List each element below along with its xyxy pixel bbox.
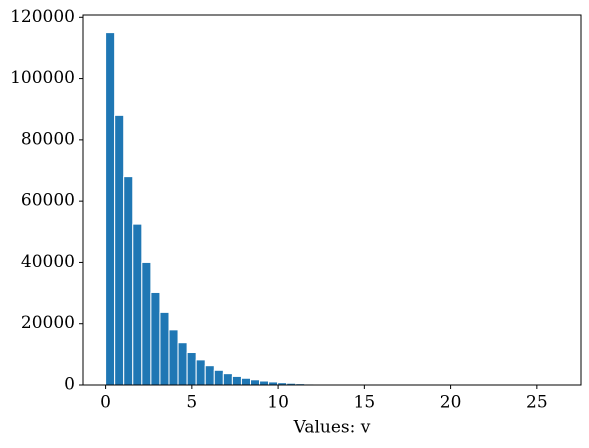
y-tick-label: 80000 — [21, 129, 75, 149]
bar — [141, 261, 152, 386]
bar — [114, 114, 125, 386]
bar — [105, 32, 116, 386]
x-axis-label: Values: v — [293, 418, 371, 438]
x-tick-label: 5 — [186, 393, 197, 413]
x-tick-label: 10 — [267, 393, 289, 413]
bar — [168, 329, 179, 386]
bar — [177, 342, 188, 386]
y-tick-label: 20000 — [21, 313, 75, 333]
bar — [150, 291, 161, 386]
y-tick-label: 40000 — [21, 252, 75, 272]
bar — [159, 311, 170, 386]
bar — [259, 380, 270, 386]
bar — [186, 352, 197, 386]
bar — [213, 369, 224, 386]
bar — [195, 359, 206, 386]
bar — [132, 223, 143, 386]
x-tick-label: 20 — [440, 393, 462, 413]
bar — [249, 379, 261, 386]
y-tick-label: 0 — [64, 375, 75, 395]
y-tick-label: 100000 — [10, 68, 75, 88]
y-tick-label: 60000 — [21, 191, 75, 211]
bar — [240, 377, 251, 386]
bar — [204, 365, 215, 386]
x-tick-label: 25 — [526, 393, 548, 413]
plot-frame — [82, 14, 582, 386]
bar — [123, 176, 134, 386]
x-tick-label: 0 — [100, 393, 111, 413]
bar — [222, 373, 233, 386]
x-tick-label: 15 — [354, 393, 376, 413]
bar — [231, 375, 242, 386]
y-tick-label: 120000 — [10, 7, 75, 27]
